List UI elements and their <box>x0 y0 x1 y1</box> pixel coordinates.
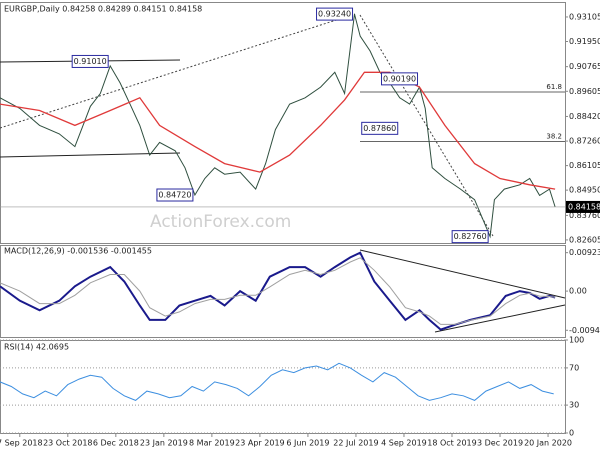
annotation-box <box>361 121 399 135</box>
price-panel <box>0 2 566 244</box>
trendline <box>359 249 566 299</box>
x-tick-label: 3 Dec 2019 <box>477 439 523 448</box>
y-tick-label: 0 <box>569 429 574 438</box>
annotation-box <box>156 188 194 202</box>
y-tick-label: 30 <box>569 401 579 410</box>
y-tick-label: 0.91950 <box>569 37 600 46</box>
x-tick-label: 7 Sep 2018 <box>0 439 43 448</box>
annotation-box <box>451 230 489 244</box>
y-tick-label: 0.82605 <box>569 235 600 244</box>
y-tick-label: 0.89605 <box>569 87 600 96</box>
price-line <box>0 71 556 190</box>
trendline <box>0 13 356 129</box>
fib-label: 61.8 <box>546 83 562 91</box>
trendline <box>0 152 181 158</box>
rsi-line <box>0 362 554 401</box>
y-tick-label: 0.90765 <box>569 62 600 71</box>
annotation-label: 0.93240 <box>318 10 351 19</box>
annotation-box <box>316 7 354 21</box>
annotation-box <box>381 72 419 86</box>
rsi-panel <box>0 340 566 434</box>
y-tick-label: -0.009413 <box>569 326 600 335</box>
macd-line <box>0 251 556 331</box>
x-tick-label: 20 Jan 2020 <box>524 439 572 448</box>
macd-line <box>0 257 556 325</box>
y-tick-label: 0.93105 <box>569 12 600 21</box>
x-tick-label: 23 Apr 2019 <box>235 439 284 448</box>
x-tick-label: 6 Dec 2018 <box>93 439 139 448</box>
y-tick-label: 0.009237 <box>569 248 600 257</box>
last-price-box <box>566 200 600 213</box>
y-tick-label: 0.84950 <box>569 186 600 195</box>
y-tick-label: 0.83760 <box>569 211 600 220</box>
fib-label: 38.2 <box>546 133 562 141</box>
x-tick-label: 8 Mar 2019 <box>189 439 235 448</box>
y-tick-label: 0.88420 <box>569 112 600 121</box>
rsi-title: RSI(14) 42.0695 <box>4 343 69 352</box>
x-tick-label: 4 Sep 2019 <box>381 439 427 448</box>
x-tick-label: 23 Oct 2018 <box>43 439 92 448</box>
trendline <box>434 304 566 333</box>
x-tick-label: 22 Jul 2019 <box>333 439 378 448</box>
price-line <box>0 13 556 239</box>
macd-title: MACD(12,26,9) -0.001536 -0.001455 <box>4 247 152 256</box>
y-tick-label: 100 <box>569 336 584 345</box>
x-tick-label: 6 Jun 2019 <box>286 439 329 448</box>
annotation-label: 0.84720 <box>158 191 191 200</box>
x-tick-label: 18 Oct 2019 <box>427 439 476 448</box>
annotation-label: 0.90190 <box>383 74 416 83</box>
trendline <box>359 14 494 237</box>
watermark: ActionForex.com <box>150 212 291 232</box>
annotation-label: 0.82760 <box>454 232 487 241</box>
x-tick-label: 23 Jan 2019 <box>140 439 188 448</box>
y-tick-label: 70 <box>569 363 579 372</box>
macd-panel <box>0 245 566 338</box>
y-tick-label: 0.00 <box>569 287 587 296</box>
annotation-box <box>71 54 109 68</box>
y-tick-label: 0.87260 <box>569 137 600 146</box>
y-tick-label: 0.86105 <box>569 161 600 170</box>
chart-title: EURGBP,Daily 0.84258 0.84289 0.84151 0.8… <box>4 5 202 14</box>
last-price-label: 0.84158 <box>568 202 600 211</box>
annotation-label: 0.91010 <box>74 57 107 66</box>
annotation-label: 0.87860 <box>363 124 396 133</box>
